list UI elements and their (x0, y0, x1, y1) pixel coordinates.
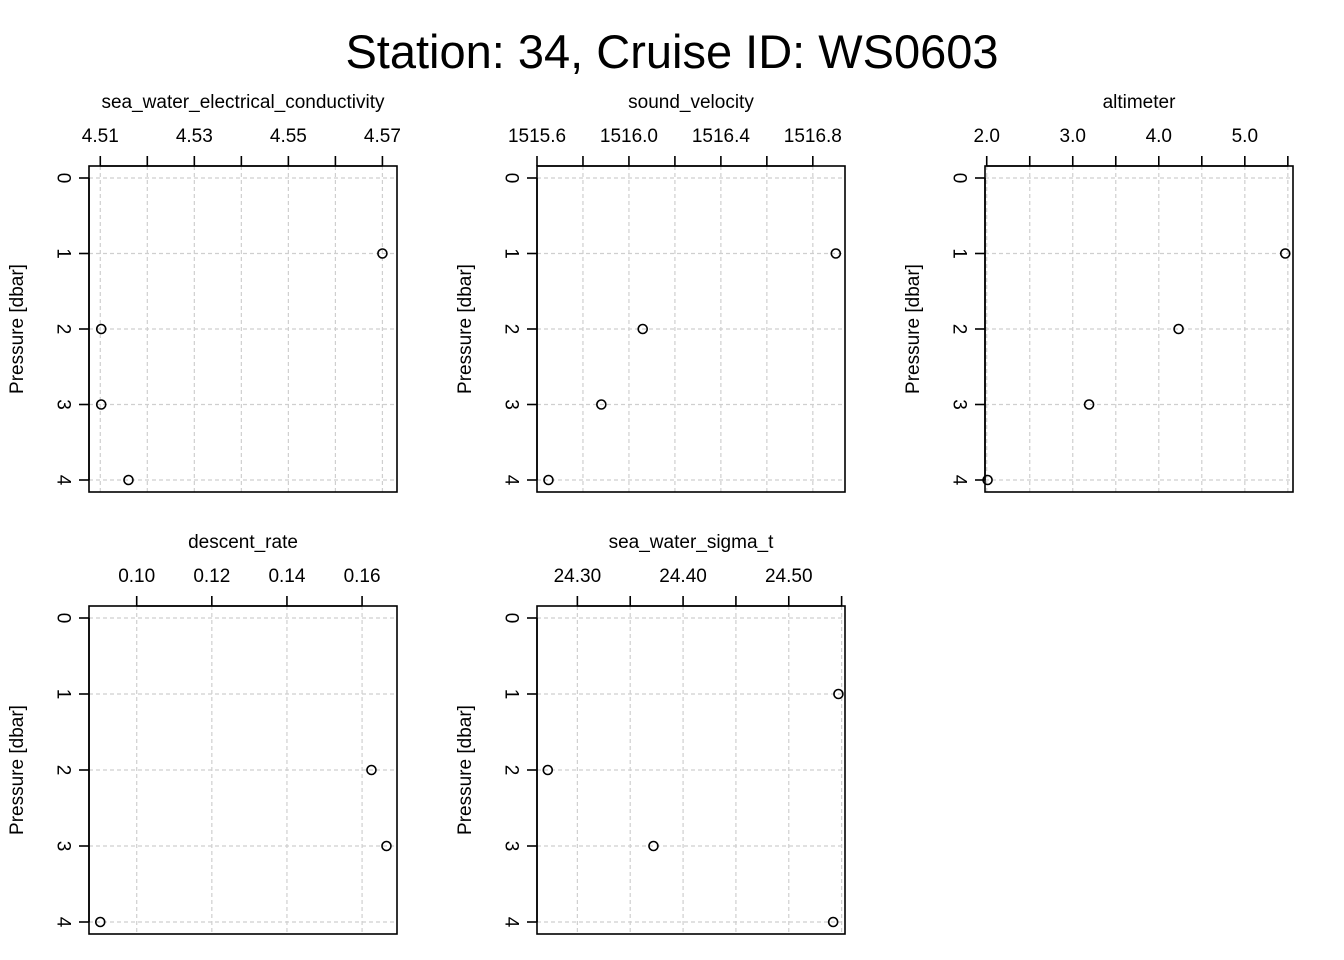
y-tick-label: 3 (53, 399, 74, 410)
data-point (1173, 323, 1184, 335)
data-point (833, 688, 844, 700)
x-tick-label: 1516.4 (692, 126, 751, 147)
y-tick-label: 1 (53, 689, 74, 700)
panel-1: 4.51 4.53 4.55 4.57 0 1 2 3 4 sea_water_electrica… (7, 92, 401, 493)
x-tick-label: 24.30 (554, 566, 602, 587)
data-point (830, 248, 842, 259)
x-tick-label: 0.16 (344, 566, 381, 587)
x-tick-label: 0.12 (193, 566, 230, 587)
y-tick-label: 3 (501, 841, 522, 852)
panel-title: altimeter (1103, 92, 1177, 113)
panel-3: 2.0 3.0 4.0 5.0 0 1 2 3 4 altimeter Pressure [dbar… (903, 92, 1294, 493)
data-point (543, 474, 554, 486)
data-point (1279, 248, 1291, 259)
y-axis-label: Pressure [dbar] (7, 705, 28, 835)
x-tick-label: 24.40 (659, 566, 707, 587)
y-tick-label: 4 (949, 475, 970, 486)
data-point (1083, 399, 1095, 410)
y-tick-label: 4 (53, 917, 74, 928)
panel-title: sea_water_electrical_conductivity (101, 92, 385, 113)
x-tick-label: 3.0 (1060, 126, 1086, 147)
panel-title: descent_rate (188, 532, 298, 553)
data-point (366, 764, 377, 776)
data-point (542, 764, 554, 776)
x-tick-label: 0.10 (118, 566, 155, 587)
y-tick-label: 4 (501, 475, 522, 486)
data-point (95, 323, 107, 335)
y-tick-label: 4 (501, 917, 522, 928)
y-tick-label: 2 (53, 324, 74, 335)
x-tick-label: 1515.6 (508, 126, 566, 147)
x-tick-label: 4.55 (270, 126, 307, 147)
x-tick-label: 4.53 (176, 126, 213, 147)
y-tick-label: 3 (53, 841, 74, 852)
x-tick-label: 1516.8 (784, 126, 842, 147)
data-point (648, 840, 659, 852)
y-axis-label: Pressure [dbar] (7, 264, 28, 394)
panel-2: 1515.6 1516.0 1516.4 1516.8 0 1 2 3 4 sound_veloc… (455, 92, 846, 493)
panel-5: 24.30 24.40 24.50 0 1 2 3 4 sea_water_sigma_t Pre… (455, 532, 846, 935)
panel-4: 0.10 0.12 0.14 0.16 0 1 2 3 4 descent_rate Pressur… (7, 532, 398, 935)
data-point (95, 399, 107, 410)
y-tick-label: 1 (501, 248, 522, 259)
y-tick-label: 0 (501, 173, 522, 184)
y-tick-label: 2 (949, 324, 970, 335)
x-tick-label: 5.0 (1232, 126, 1258, 147)
y-axis-label: Pressure [dbar] (903, 264, 924, 394)
y-tick-label: 0 (53, 173, 74, 184)
panel-title: sea_water_sigma_t (609, 532, 774, 553)
data-point (381, 840, 392, 852)
x-tick-label: 4.0 (1146, 126, 1172, 147)
y-tick-label: 1 (949, 248, 970, 259)
data-point (123, 474, 134, 486)
y-axis-label: Pressure [dbar] (455, 705, 476, 835)
y-tick-label: 0 (949, 173, 970, 184)
x-tick-label: 1516.0 (600, 126, 658, 147)
x-tick-label: 4.57 (364, 126, 401, 147)
y-tick-label: 3 (949, 399, 970, 410)
x-tick-label: 24.50 (765, 566, 813, 587)
y-axis-label: Pressure [dbar] (455, 264, 476, 394)
data-point (982, 474, 993, 486)
x-tick-label: 4.51 (82, 126, 119, 147)
y-tick-label: 2 (53, 765, 74, 776)
data-point (596, 399, 607, 410)
y-tick-label: 0 (53, 613, 74, 624)
y-tick-label: 3 (501, 399, 522, 410)
y-tick-label: 1 (53, 248, 74, 259)
panel-title: sound_velocity (628, 92, 754, 113)
y-tick-label: 1 (501, 689, 522, 700)
y-tick-label: 2 (501, 324, 522, 335)
data-point (94, 916, 106, 928)
data-point (637, 323, 649, 335)
figure-title: Station: 34, Cruise ID: WS0603 (345, 25, 999, 78)
data-point (827, 916, 839, 928)
x-tick-label: 2.0 (974, 126, 1000, 147)
x-tick-label: 0.14 (268, 566, 305, 587)
data-point (377, 248, 388, 259)
y-tick-label: 0 (501, 613, 522, 624)
y-tick-label: 4 (53, 475, 74, 486)
y-tick-label: 2 (501, 765, 522, 776)
